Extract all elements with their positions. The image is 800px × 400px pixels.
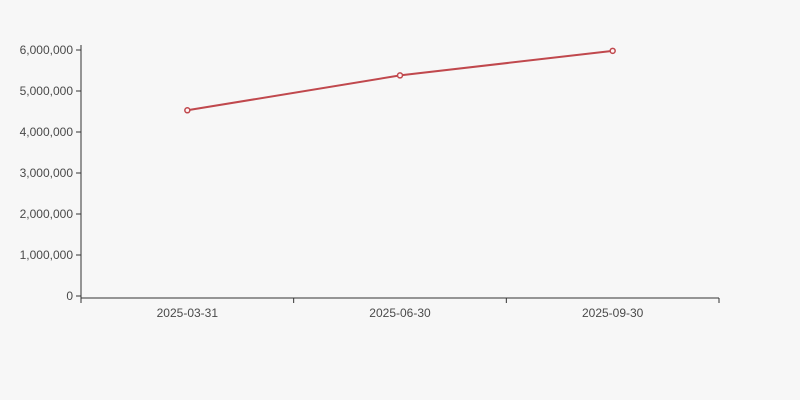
data-point-marker[interactable]	[609, 47, 616, 55]
data-point-marker[interactable]	[396, 72, 404, 79]
data-point-marker[interactable]	[184, 107, 191, 114]
y-axis-tick-label: 1,000,000	[20, 248, 74, 262]
y-axis-tick-label: 5,000,000	[20, 84, 74, 98]
y-axis-tick-label: 6,000,000	[20, 43, 74, 57]
y-axis-tick-label: 3,000,000	[20, 166, 74, 180]
y-axis-tick-label: 4,000,000	[20, 125, 74, 139]
x-axis-tick-label: 2025-03-31	[157, 306, 219, 320]
y-axis-tick-label: 0	[66, 289, 73, 303]
series-line	[186, 49, 614, 112]
x-axis-tick-label: 2025-09-30	[582, 306, 644, 320]
x-axis-tick-label: 2025-06-30	[369, 306, 431, 320]
y-axis-tick-label: 2,000,000	[20, 207, 74, 221]
